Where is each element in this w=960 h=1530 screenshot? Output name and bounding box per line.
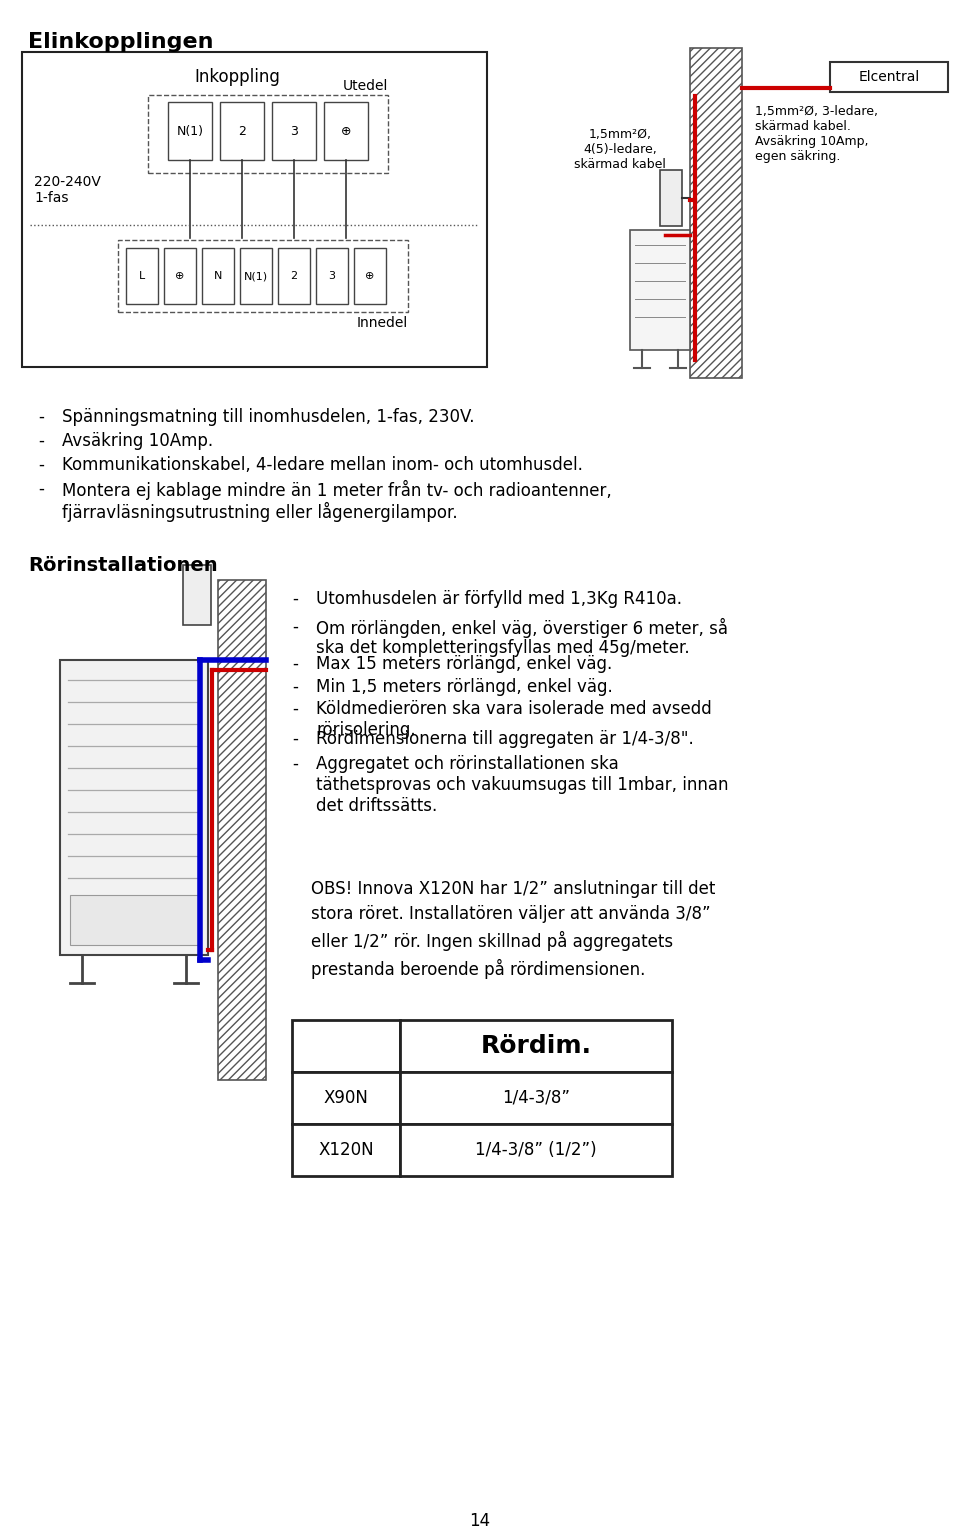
Text: Utomhusdelen är förfylld med 1,3Kg R410a.: Utomhusdelen är förfylld med 1,3Kg R410a… [316,591,682,607]
Text: N(1): N(1) [244,271,268,282]
Text: -: - [292,655,298,673]
Text: -: - [292,730,298,748]
Text: 14: 14 [469,1512,491,1530]
Bar [218,580,266,1080]
Text: Köldmedierören ska vara isolerade med avsedd: Köldmedierören ska vara isolerade med av… [316,701,711,718]
Bar [354,248,386,304]
Text: fjärravläsningsutrustning eller lågenergilampor.: fjärravläsningsutrustning eller lågenerg… [62,502,458,522]
Text: L: L [139,271,145,282]
Text: Elcentral: Elcentral [858,70,920,84]
Bar [400,1125,672,1177]
Text: rörisolering.: rörisolering. [316,721,416,739]
Text: Kommunikationskabel, 4-ledare mellan inom- och utomhusdel.: Kommunikationskabel, 4-ledare mellan ino… [62,456,583,474]
Text: Avsäkring 10Amp.: Avsäkring 10Amp. [62,431,213,450]
Text: Rörinstallationen: Rörinstallationen [28,555,218,575]
Bar [168,103,212,161]
Text: Innedel: Innedel [357,317,408,330]
Bar [60,659,208,955]
Bar [830,63,948,92]
Text: ⊕: ⊕ [176,271,184,282]
Bar [164,248,196,304]
Bar [690,47,742,378]
Text: täthetsprovas och vakuumsugas till 1mbar, innan: täthetsprovas och vakuumsugas till 1mbar… [316,776,729,794]
Bar [316,248,348,304]
Bar [118,240,408,312]
Text: X120N: X120N [318,1141,373,1160]
Text: 220-240V
1-fas: 220-240V 1-fas [34,174,101,205]
Text: Aggregatet och rörinstallationen ska: Aggregatet och rörinstallationen ska [316,754,619,773]
Bar [70,895,198,946]
Text: X90N: X90N [324,1089,369,1108]
Text: N(1): N(1) [177,124,204,138]
Text: ⊕: ⊕ [341,124,351,138]
Text: OBS! Innova X120N har 1/2” anslutningar till det
stora röret. Installatören välj: OBS! Innova X120N har 1/2” anslutningar … [311,880,715,979]
Bar [292,1125,400,1177]
Bar [660,170,682,226]
Text: N: N [214,271,222,282]
Text: Max 15 meters rörlängd, enkel väg.: Max 15 meters rörlängd, enkel väg. [316,655,612,673]
Text: 3: 3 [290,124,298,138]
Text: -: - [292,591,298,607]
Text: 1/4-3/8”: 1/4-3/8” [502,1089,570,1108]
Text: Rördim.: Rördim. [481,1034,591,1059]
Bar [22,52,487,367]
Text: -: - [38,431,44,450]
Text: 1,5mm²Ø, 3-ledare,
skärmad kabel.
Avsäkring 10Amp,
egen säkring.: 1,5mm²Ø, 3-ledare, skärmad kabel. Avsäkr… [755,106,878,164]
Bar [292,1021,400,1073]
Text: -: - [38,409,44,425]
Text: ska det kompletteringsfyllas med 45g/meter.: ska det kompletteringsfyllas med 45g/met… [316,640,689,656]
Text: Om rörlängden, enkel väg, överstiger 6 meter, så: Om rörlängden, enkel väg, överstiger 6 m… [316,618,728,638]
Bar [278,248,310,304]
Text: 3: 3 [328,271,335,282]
Bar [400,1021,672,1073]
Text: -: - [292,754,298,773]
Text: det driftssätts.: det driftssätts. [316,797,437,815]
Text: Inkoppling: Inkoppling [195,67,280,86]
Text: -: - [292,618,298,636]
Text: 1/4-3/8” (1/2”): 1/4-3/8” (1/2”) [475,1141,597,1160]
Text: 2: 2 [291,271,298,282]
Bar [220,103,264,161]
Bar [400,1073,672,1125]
Bar [292,1073,400,1125]
Bar [126,248,158,304]
Text: Elinkopplingen: Elinkopplingen [28,32,213,52]
Text: -: - [38,480,44,497]
Text: Montera ej kablage mindre än 1 meter från tv- och radioantenner,: Montera ej kablage mindre än 1 meter frå… [62,480,612,500]
Bar [240,248,272,304]
Bar [630,230,690,350]
Text: Utedel: Utedel [343,80,388,93]
Text: -: - [38,456,44,474]
Bar [183,565,211,624]
Bar [148,95,388,173]
Bar [272,103,316,161]
Text: 1,5mm²Ø,
4(5)-ledare,
skärmad kabel: 1,5mm²Ø, 4(5)-ledare, skärmad kabel [574,129,666,171]
Text: ⊕: ⊕ [366,271,374,282]
Text: -: - [292,678,298,696]
Text: Spänningsmatning till inomhusdelen, 1-fas, 230V.: Spänningsmatning till inomhusdelen, 1-fa… [62,409,474,425]
Text: Rördimensionerna till aggregaten är 1/4-3/8".: Rördimensionerna till aggregaten är 1/4-… [316,730,694,748]
Text: Min 1,5 meters rörlängd, enkel väg.: Min 1,5 meters rörlängd, enkel väg. [316,678,612,696]
Text: 2: 2 [238,124,246,138]
Text: -: - [292,701,298,718]
Bar [324,103,368,161]
Bar [202,248,234,304]
